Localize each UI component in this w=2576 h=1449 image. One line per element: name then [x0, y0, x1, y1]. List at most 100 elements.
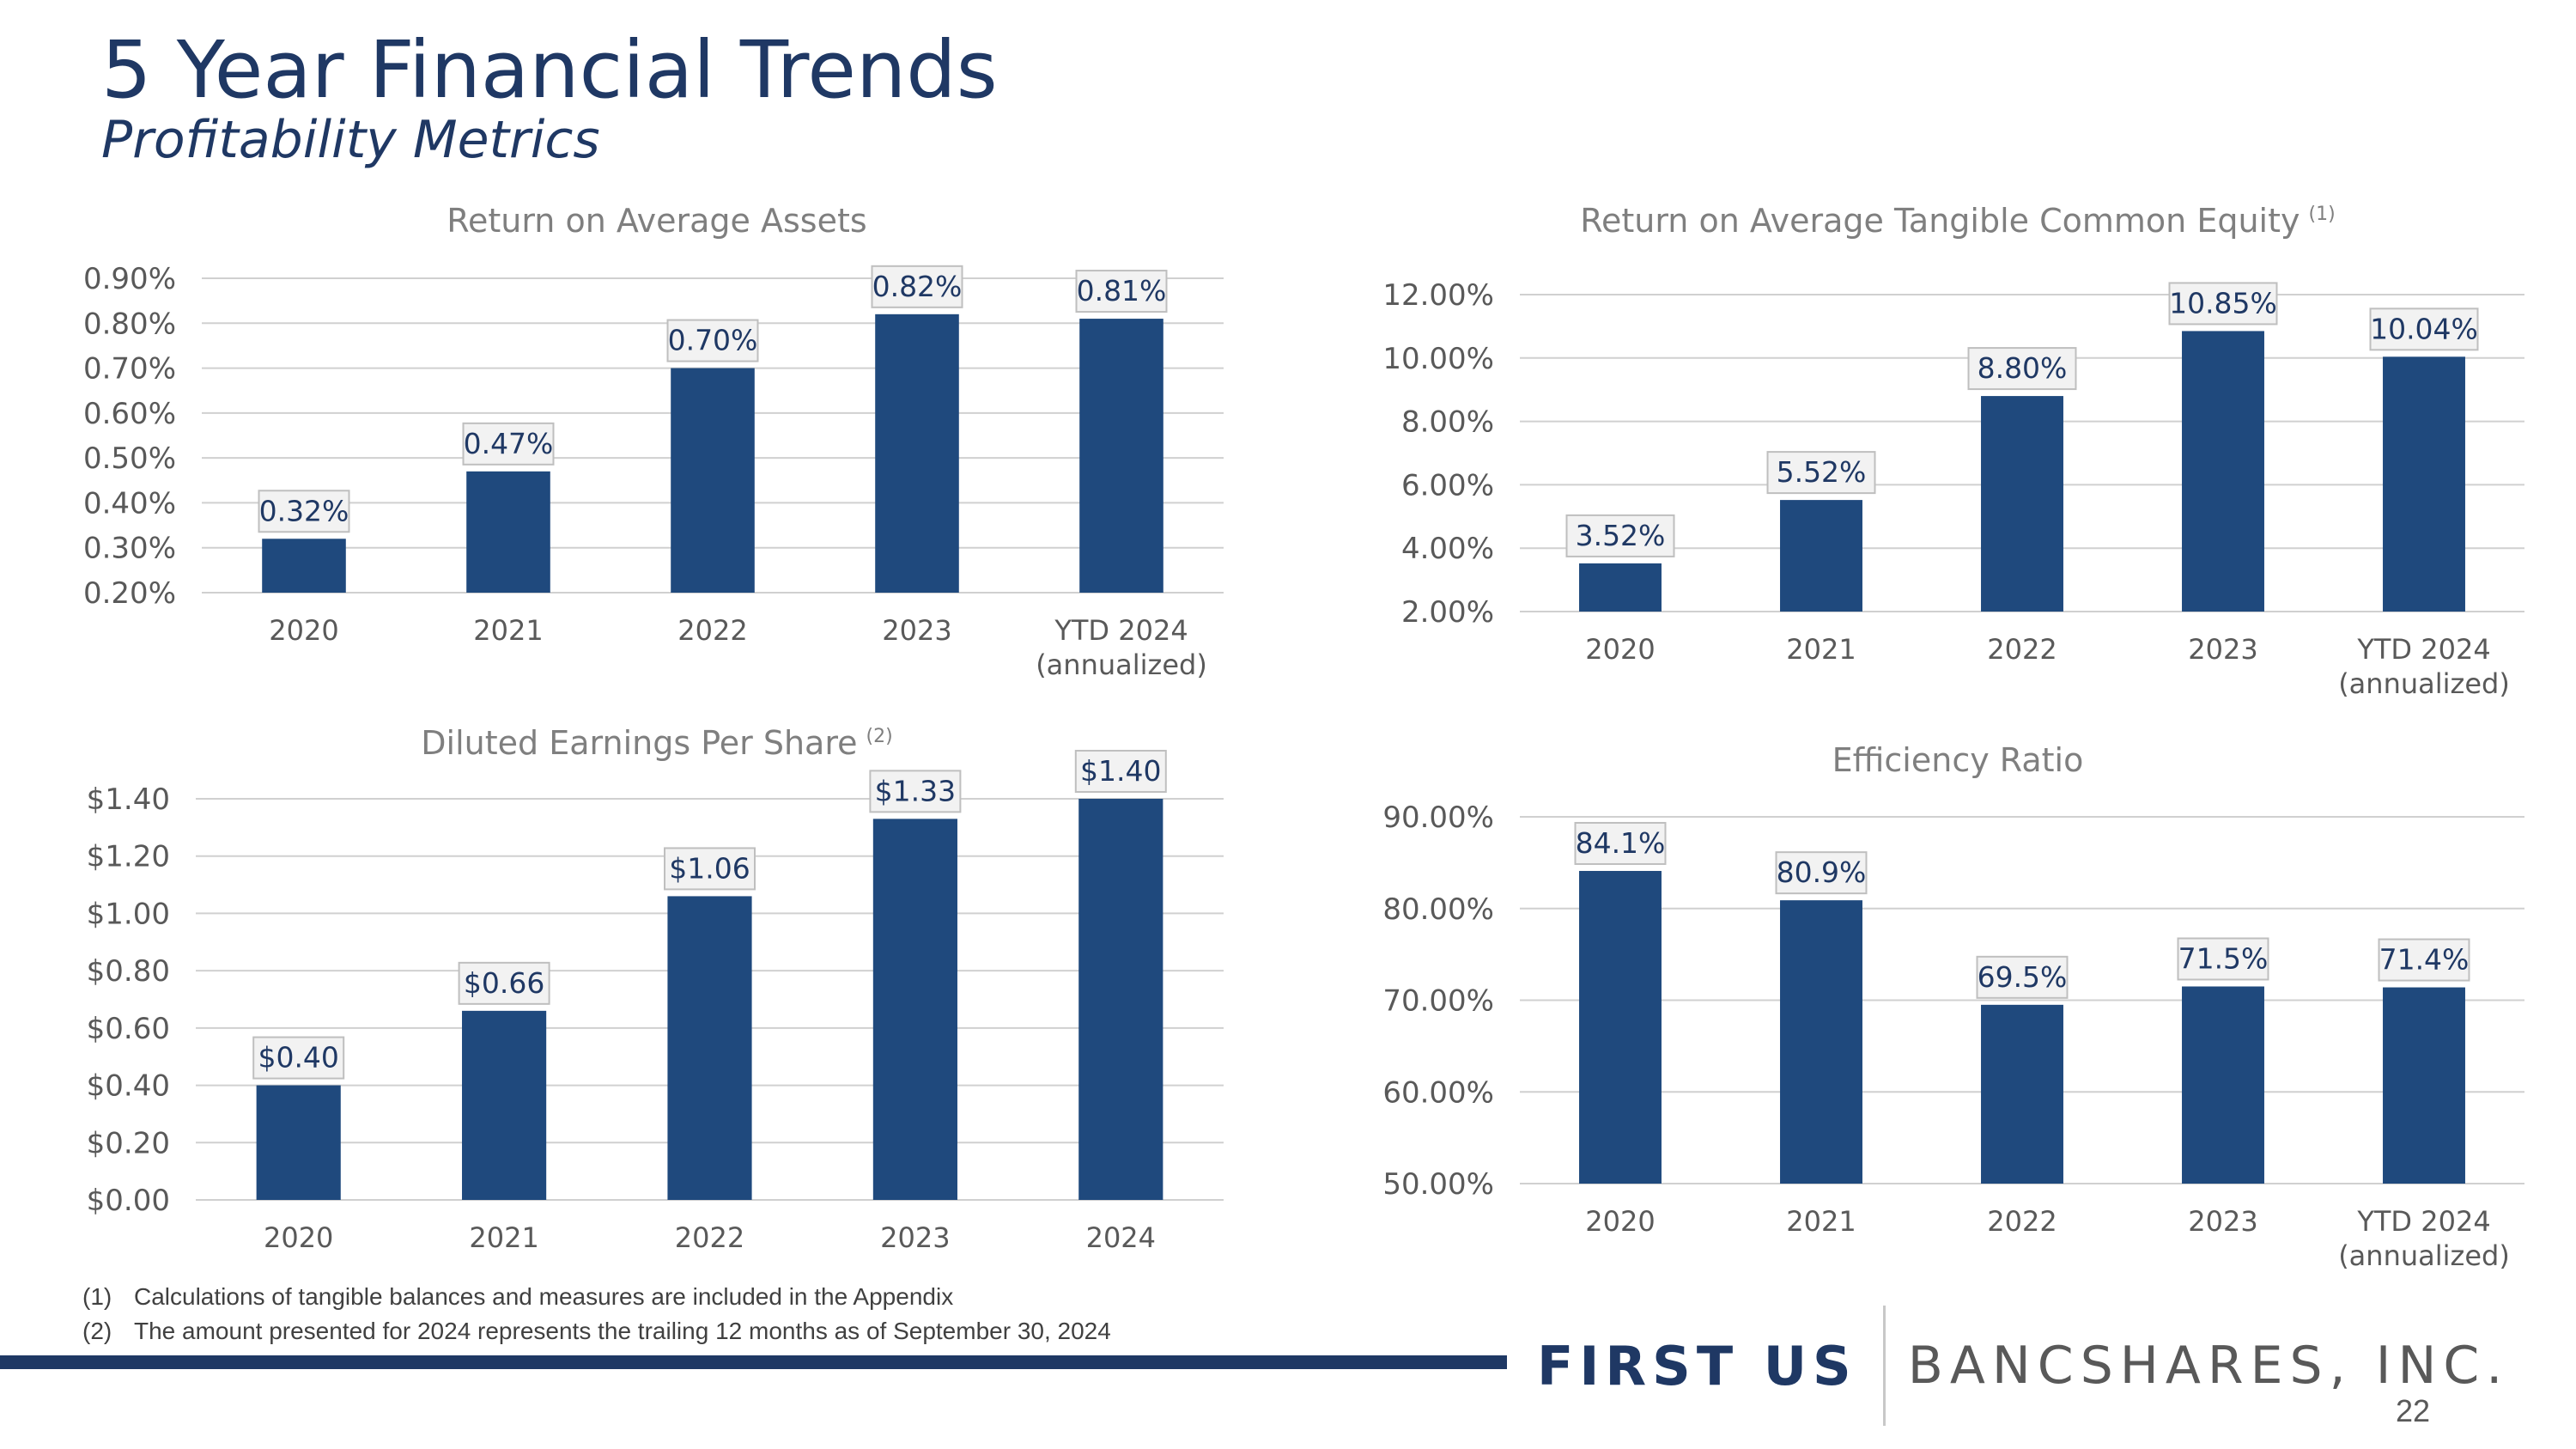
company-logo: FIRST US BANCSHARES, INC.	[1537, 1306, 2509, 1426]
chart-efficiency-ratio: Efficiency Ratio 50.00% 60.00% 70.00% 80.00%…	[1382, 741, 2524, 1272]
y-tick-label: 0.20%	[83, 576, 176, 611]
x-tick-label: 2021	[469, 1221, 538, 1254]
data-label: 71.4%	[2379, 943, 2470, 977]
bar	[2383, 987, 2465, 1184]
data-label: $1.40	[1080, 754, 1161, 788]
data-label: 71.5%	[2178, 941, 2269, 975]
footer-bar	[0, 1355, 1507, 1369]
y-tick-label: 70.00%	[1382, 984, 1494, 1019]
bar	[1780, 900, 1862, 1184]
y-tick-label: $1.40	[87, 782, 170, 817]
x-tick-label: (annualized)	[2338, 667, 2510, 700]
footnote-1: (1) Calculations of tangible balances an…	[82, 1280, 1111, 1314]
x-tick-label: 2022	[1987, 1205, 2057, 1238]
y-tick-label: $0.20	[87, 1126, 170, 1160]
x-tick-label: YTD 2024	[1054, 614, 1188, 647]
data-label-box	[2168, 282, 2278, 326]
data-label-box	[1976, 955, 2069, 999]
bar	[667, 896, 752, 1200]
bar	[872, 819, 957, 1200]
data-label: 80.9%	[1777, 855, 1867, 889]
data-label-box	[2369, 307, 2479, 351]
x-tick-label: 2021	[1786, 633, 1856, 666]
x-tick-label: 2020	[1585, 1205, 1655, 1238]
data-label: 3.52%	[1576, 519, 1666, 552]
bar	[1579, 563, 1662, 612]
x-tick-label: 2024	[1086, 1221, 1156, 1254]
footnote-number: (1)	[82, 1283, 112, 1310]
bar	[466, 471, 550, 593]
y-tick-label: 0.70%	[83, 352, 176, 387]
x-tick-label: 2022	[1987, 633, 2057, 666]
data-label: 8.80%	[1978, 351, 2068, 385]
y-tick-label: $1.20	[87, 840, 170, 874]
y-tick-label: $0.40	[87, 1069, 170, 1104]
chart-title: Return on Average Assets	[447, 202, 866, 240]
data-label-box	[1967, 347, 2077, 391]
bar	[1981, 1004, 2063, 1184]
data-label-box	[1074, 750, 1167, 793]
bar	[1579, 870, 1662, 1184]
bar	[262, 539, 346, 593]
data-label-box	[462, 422, 555, 466]
bar	[2182, 986, 2264, 1184]
data-label-box	[871, 265, 963, 308]
data-label-box	[2177, 937, 2269, 981]
data-label: 0.70%	[668, 324, 758, 357]
x-tick-label: 2021	[1786, 1205, 1856, 1238]
y-tick-label: 6.00%	[1401, 468, 1494, 502]
data-label-box	[252, 1036, 345, 1080]
data-label-box	[869, 770, 962, 813]
bar	[1079, 319, 1163, 593]
data-label-box	[666, 319, 759, 362]
page-subtitle: Profitability Metrics	[101, 110, 600, 170]
data-label: 10.85%	[2169, 286, 2277, 320]
x-tick-label: YTD 2024	[2356, 1205, 2490, 1238]
y-tick-label: $0.80	[87, 954, 170, 989]
data-label: 69.5%	[1978, 960, 2068, 994]
data-label-box	[258, 490, 350, 533]
y-tick-label: 0.80%	[83, 307, 176, 341]
y-tick-label: 12.00%	[1382, 278, 1494, 313]
bar	[1780, 500, 1862, 612]
data-label: 0.81%	[1077, 274, 1167, 307]
footnote-number: (2)	[82, 1318, 112, 1344]
y-tick-label: 80.00%	[1382, 892, 1494, 927]
y-tick-label: 8.00%	[1401, 405, 1494, 440]
chart-title-text: Return on Average Assets	[447, 202, 866, 240]
page-title: 5 Year Financial Trends	[101, 24, 998, 116]
y-tick-label: $1.00	[87, 897, 170, 931]
x-tick-label: 2020	[1585, 633, 1655, 666]
y-tick-label: 0.30%	[83, 532, 176, 566]
data-label-box	[1766, 451, 1876, 495]
data-label: 0.32%	[259, 494, 349, 527]
y-tick-label: 0.90%	[83, 262, 176, 296]
x-tick-label: 2022	[677, 614, 747, 647]
data-label-box	[1775, 851, 1868, 895]
x-tick-label: (annualized)	[2338, 1239, 2510, 1272]
logo-divider	[1882, 1306, 1886, 1426]
x-tick-label: 2021	[473, 614, 543, 647]
chart-title: Efficiency Ratio	[1832, 741, 2084, 779]
bar	[462, 1010, 547, 1200]
data-label: $1.06	[669, 851, 750, 885]
x-tick-label: (annualized)	[1036, 648, 1207, 681]
chart-diluted-earnings-per-share: Diluted Earnings Per Share (2) $0.00 $0.20 $…	[87, 724, 1224, 1254]
bar	[2383, 356, 2465, 612]
footnotes: (1) Calculations of tangible balances an…	[82, 1280, 1111, 1349]
logo-main-text: FIRST US	[1537, 1334, 1857, 1397]
chart-title-text: Return on Average Tangible Common Equity	[1580, 202, 2300, 240]
data-label-box	[2378, 938, 2470, 982]
x-tick-label: 2023	[2188, 1205, 2257, 1238]
chart-title-text: Diluted Earnings Per Share	[421, 724, 857, 762]
y-tick-label: 0.50%	[83, 441, 176, 476]
chart-return-on-tangible-common-equity: Return on Average Tangible Common Equity…	[1382, 202, 2524, 700]
data-label: 0.47%	[464, 427, 554, 460]
footnote-2: (2) The amount presented for 2024 repres…	[82, 1314, 1111, 1349]
data-label: 10.04%	[2370, 312, 2478, 345]
data-label: 84.1%	[1576, 826, 1666, 860]
y-tick-label: 0.40%	[83, 486, 176, 521]
y-tick-label: 60.00%	[1382, 1075, 1494, 1110]
x-tick-label: 2023	[880, 1221, 950, 1254]
